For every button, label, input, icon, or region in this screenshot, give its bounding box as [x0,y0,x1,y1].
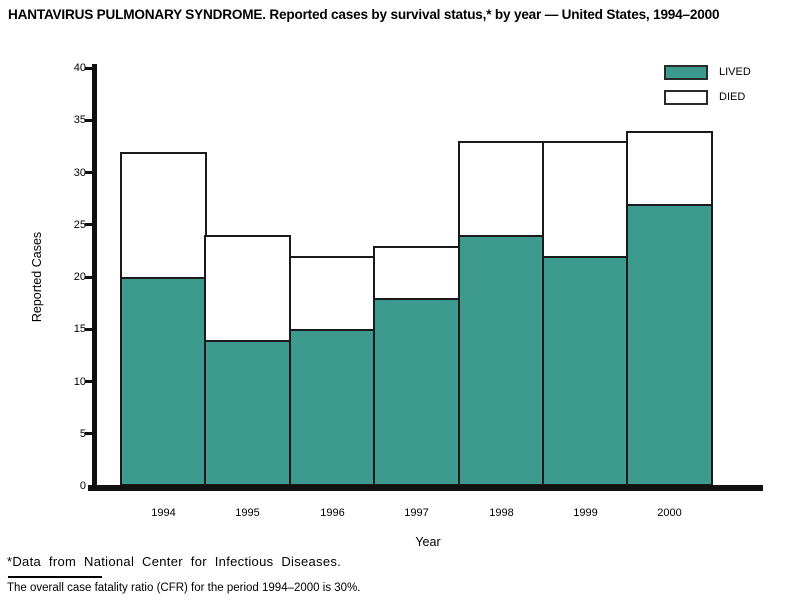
x-axis-label: Year [415,535,441,549]
x-axis-line [88,485,763,491]
y-tick-label-10: 10 [73,375,86,388]
y-tick-25 [85,223,92,227]
bar-1995-died [204,235,291,342]
y-axis-label: Reported Cases [30,231,44,323]
y-tick-label-35: 35 [73,114,86,127]
bar-1999-died [542,141,629,259]
x-tick-label-1996: 1996 [320,507,345,519]
y-tick-10 [85,380,92,383]
y-tick-40 [85,66,92,70]
bar-1994-lived [120,277,207,486]
y-axis-line [92,64,97,487]
x-tick-label-1998: 1998 [489,507,514,519]
bar-1998-lived [458,235,545,486]
bar-1994-died [120,151,207,279]
y-tick-label-0: 0 [79,480,86,492]
bar-1996-lived [289,329,376,486]
y-tick-30 [85,171,92,174]
y-tick-label-40: 40 [73,62,86,74]
legend-swatch-lived [664,64,708,80]
bar-1997-died [373,245,460,300]
x-tick-label-1995: 1995 [235,507,260,519]
y-tick-label-15: 15 [73,323,86,336]
y-tick-15 [85,327,92,331]
chart-title: HANTAVIRUS PULMONARY SYNDROME. Reported … [8,7,720,22]
bar-1997-lived [373,297,460,486]
footnote-divider [8,576,102,578]
legend-label-died: DIED [719,91,746,103]
x-tick-label-1999: 1999 [573,507,598,519]
y-tick-label-5: 5 [79,427,86,440]
footnote-cfr: The overall case fatality ratio (CFR) fo… [7,582,361,594]
legend-label-lived: LIVED [719,66,751,78]
legend-item-died: DIED [664,88,751,106]
y-tick-label-25: 25 [73,218,86,231]
legend-item-lived: LIVED [664,63,751,81]
y-tick-label-20: 20 [73,271,86,283]
bar-1999-lived [542,256,629,486]
bar-2000-lived [626,203,713,486]
y-tick-5 [85,432,92,436]
legend: LIVED DIED [664,63,751,113]
x-tick-label-1994: 1994 [151,507,176,519]
legend-swatch-died [664,89,708,105]
x-tick-label-1997: 1997 [404,507,429,519]
y-tick-35 [85,118,92,122]
bar-2000-died [626,130,713,206]
bar-1995-lived [204,339,291,486]
bar-1996-died [289,256,376,332]
bar-1998-died [458,141,545,238]
x-tick-label-2000: 2000 [657,507,682,519]
y-tick-label-30: 30 [73,166,86,179]
footnote-source: *Data from National Center for Infectiou… [7,554,342,569]
y-tick-20 [85,275,92,279]
